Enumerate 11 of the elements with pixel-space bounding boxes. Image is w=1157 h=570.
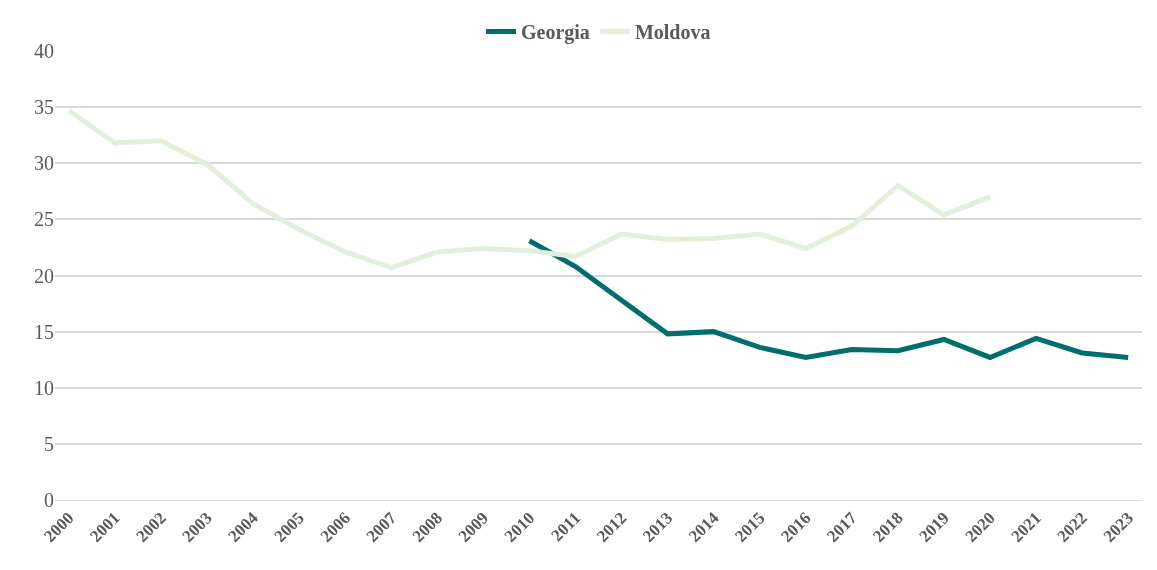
y-tick-label: 25 xyxy=(34,208,54,231)
y-tick-label: 10 xyxy=(34,376,54,399)
y-tick-label: 30 xyxy=(34,152,54,175)
legend-label: Moldova xyxy=(634,21,711,44)
y-tick-label: 5 xyxy=(44,432,54,455)
y-tick-label: 0 xyxy=(44,489,54,511)
y-tick-label: 15 xyxy=(34,320,54,343)
legend-label: Georgia xyxy=(521,21,590,45)
y-tick-label: 35 xyxy=(34,96,54,119)
y-tick-label: 40 xyxy=(34,40,54,62)
y-tick-label: 20 xyxy=(34,264,54,287)
